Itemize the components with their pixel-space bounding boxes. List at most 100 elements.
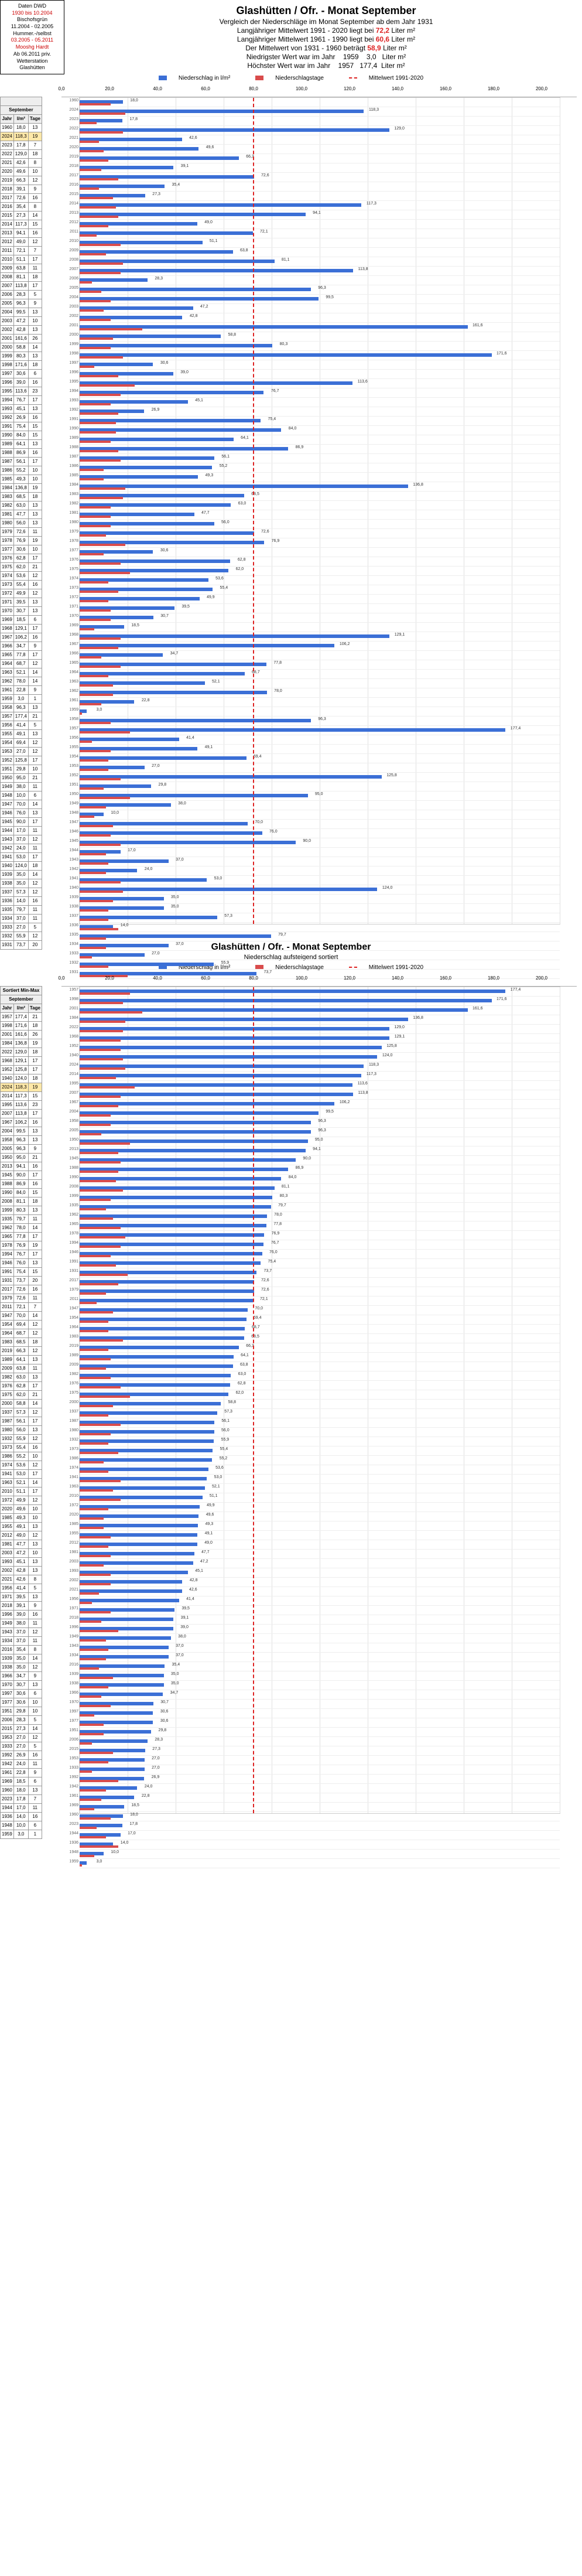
- table-row: 199730,66: [1, 1690, 42, 1698]
- col-year: Jahr: [1, 115, 14, 124]
- cell-days: 9: [28, 1672, 42, 1681]
- axis-tick: 80,0: [249, 975, 258, 981]
- chart-row: 1947 70,0: [80, 1306, 560, 1315]
- bar-value-label: 49,6: [206, 1513, 214, 1517]
- bar-value-label: 77,8: [273, 1222, 282, 1226]
- cell-year: 1971: [1, 1593, 14, 1602]
- cell-value: 72,1: [13, 1303, 28, 1312]
- chart-row: 1999 80,3: [80, 342, 560, 351]
- cell-year: 1975: [1, 1391, 14, 1400]
- cell-days: 10: [28, 1505, 42, 1514]
- cell-value: 47,2: [13, 317, 28, 326]
- cell-year: 2012: [1, 1531, 14, 1540]
- cell-year: 1994: [1, 396, 14, 405]
- table-row: 201394,116: [1, 229, 42, 238]
- row-year-label: 2005: [63, 1128, 78, 1132]
- cell-days: 11: [28, 1215, 42, 1224]
- cell-value: 42,8: [13, 1567, 28, 1575]
- bar-value-label: 45,1: [195, 398, 203, 402]
- table-row: 195469,412: [1, 739, 42, 748]
- chart-row: 1952 125,8: [80, 1043, 560, 1053]
- row-year-label: 1980: [63, 520, 78, 524]
- bar-days: [80, 1714, 94, 1717]
- bar-value-label: 41,4: [186, 1597, 194, 1601]
- cell-value: 49,0: [13, 1531, 28, 1540]
- row-year-label: 2012: [63, 1541, 78, 1545]
- chart-row: 2015 27,3: [80, 1746, 560, 1756]
- bar-days: [80, 712, 82, 715]
- cell-value: 17,0: [13, 1804, 28, 1813]
- col-days: Tage: [28, 1004, 42, 1013]
- cell-value: 76,9: [13, 1241, 28, 1250]
- cell-value: 75,4: [13, 1268, 28, 1277]
- cell-days: 16: [28, 378, 42, 387]
- cell-days: 12: [28, 879, 42, 888]
- chart-row: 1995 113,6: [80, 379, 560, 388]
- table-row: 200596,39: [1, 299, 42, 308]
- cell-year: 1968: [1, 625, 14, 633]
- row-year-label: 1945: [63, 839, 78, 843]
- cell-days: 10: [28, 765, 42, 774]
- bar-days: [80, 600, 108, 602]
- chart-row: 1939 35,0: [80, 895, 560, 904]
- row-year-label: 2003: [63, 305, 78, 309]
- table-row: 200963,811: [1, 264, 42, 273]
- row-year-label: 1976: [63, 558, 78, 562]
- cell-year: 2002: [1, 326, 14, 335]
- chart-row: 2003 47,2: [80, 304, 560, 313]
- cell-year: 1965: [1, 1233, 14, 1241]
- bar-days: [80, 384, 135, 387]
- row-year-label: 1992: [63, 1775, 78, 1779]
- bar-days: [80, 1339, 123, 1342]
- bar-days: [80, 778, 121, 780]
- bar-value-label: 55,9: [221, 1438, 230, 1442]
- row-year-label: 1977: [63, 1719, 78, 1723]
- cell-year: 1990: [1, 431, 14, 440]
- table-row: 200881,118: [1, 273, 42, 282]
- bar-value-label: 49,3: [206, 1522, 214, 1526]
- cell-year: 1989: [1, 1356, 14, 1364]
- row-year-label: 1970: [63, 1700, 78, 1704]
- cell-year: 1988: [1, 1180, 14, 1189]
- table-row: 195095,021: [1, 1154, 42, 1162]
- bar-value-label: 113,8: [358, 267, 368, 271]
- cell-days: 13: [28, 1523, 42, 1531]
- row-year-label: 1972: [63, 1503, 78, 1507]
- bar-days: [80, 272, 121, 274]
- cell-value: 72,6: [13, 1285, 28, 1294]
- chart-row: 1995 113,6: [80, 1081, 560, 1090]
- x-axis: 0,020,040,060,080,0100,0120,0140,0160,01…: [61, 975, 577, 987]
- bar-days: [80, 1264, 116, 1267]
- legend-red-icon: [255, 76, 263, 80]
- cell-days: 18: [28, 361, 42, 370]
- bar-days: [80, 1527, 104, 1529]
- row-year-label: 1948: [63, 811, 78, 815]
- bar-value-label: 29,8: [159, 1728, 167, 1732]
- cell-year: 1996: [1, 378, 14, 387]
- cell-year: 1954: [1, 1321, 14, 1329]
- table-row: 198147,713: [1, 510, 42, 519]
- cell-value: 94,1: [13, 229, 28, 238]
- row-year-label: 2022: [63, 1025, 78, 1029]
- row-year-label: 2022: [63, 127, 78, 131]
- chart-row: 1953 27,0: [80, 1756, 560, 1765]
- cell-days: 18: [28, 1074, 42, 1083]
- bar-precipitation: 177,4: [80, 990, 505, 993]
- cell-value: 51,1: [13, 255, 28, 264]
- axis-tick: 20,0: [105, 975, 114, 981]
- cell-value: 27,0: [13, 1742, 28, 1751]
- cell-days: 11: [28, 1760, 42, 1769]
- bar-value-label: 86,9: [296, 1166, 304, 1170]
- chart-row: 1946 76,0: [80, 829, 560, 838]
- cell-days: 11: [28, 844, 42, 853]
- cell-days: 14: [28, 1400, 42, 1408]
- chart-row: 1942 24,0: [80, 1784, 560, 1793]
- table-row: 19593,01: [1, 1830, 42, 1839]
- chart-row: 1950 95,0: [80, 791, 560, 801]
- bar-days: [80, 1733, 104, 1735]
- cell-value: 27,3: [13, 1725, 28, 1734]
- cell-days: 14: [28, 1654, 42, 1663]
- cell-value: 84,0: [13, 1189, 28, 1197]
- cell-year: 2021: [1, 1575, 14, 1584]
- axis-tick: 120,0: [344, 86, 355, 91]
